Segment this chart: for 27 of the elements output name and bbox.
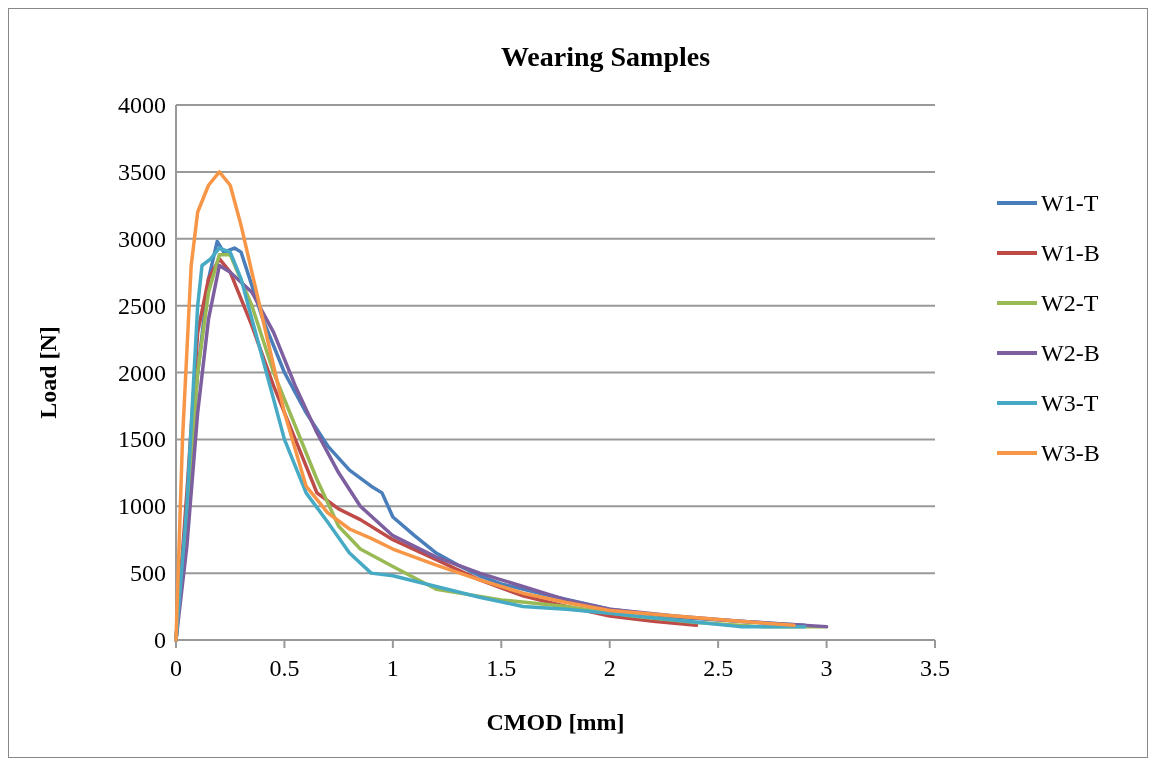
legend-label: W3-B (1041, 440, 1100, 466)
y-tick-label: 0 (154, 627, 166, 653)
x-axis-title: CMOD [mm] (486, 709, 625, 735)
legend-label: W2-B (1041, 340, 1100, 366)
y-tick-label: 1500 (118, 426, 166, 453)
x-tick-label: 3 (820, 655, 833, 681)
y-tick-label: 3500 (118, 158, 166, 185)
x-tick-label: 1 (386, 655, 399, 681)
x-tick-label: 0.5 (269, 655, 300, 681)
x-tick-label: 0 (170, 655, 182, 681)
y-axis-title: Load [N] (35, 326, 61, 419)
legend-label: W1-T (1041, 190, 1099, 216)
chart-title: Wearing Samples (500, 41, 711, 72)
y-tick-label: 4000 (118, 92, 166, 118)
line-series (174, 170, 796, 642)
y-tick-label: 1000 (118, 493, 166, 520)
x-tick-label: 2 (603, 655, 616, 681)
x-tick-label: 1.5 (486, 655, 517, 681)
x-tick-label: 2.5 (703, 655, 734, 681)
y-tick-label: 2000 (118, 359, 166, 386)
legend-label: W3-T (1041, 390, 1099, 416)
y-tick-label: 500 (130, 560, 166, 587)
x-tick-label: 3.5 (920, 655, 950, 681)
legend-label: W2-T (1041, 290, 1099, 316)
legend-label: W1-B (1041, 240, 1100, 266)
y-tick-label: 3000 (118, 225, 166, 252)
y-tick-label: 2500 (118, 292, 166, 319)
